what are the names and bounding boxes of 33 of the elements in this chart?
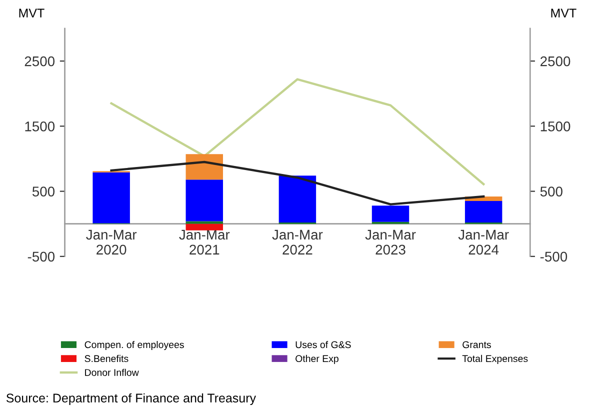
legend-label: Other Exp <box>296 354 338 364</box>
bar <box>278 176 316 223</box>
x-tick-label: Jan-Mar 2020 <box>86 230 137 255</box>
y-tick-label: 500 <box>32 186 55 196</box>
y-tick-label: 2500 <box>24 56 55 66</box>
legend-label: Compen. of employees <box>84 340 184 350</box>
legend-label: Donor Inflow <box>85 368 139 376</box>
y-axis-title: MVT <box>19 8 44 18</box>
x-tick-label: Jan-Mar 2022 <box>272 230 323 255</box>
y-tick-label: 1500 <box>25 122 55 132</box>
y2-tick-label: 500 <box>540 186 562 196</box>
legend-label: S.Benefits <box>84 354 128 362</box>
y2-tick-label: 2500 <box>540 56 570 66</box>
legend-label: Total Expenses <box>462 354 528 364</box>
line-series <box>110 78 485 186</box>
bar <box>372 206 410 222</box>
legend-label: Uses of G&S <box>296 341 351 348</box>
line-series <box>110 160 485 206</box>
x-tick-label: Jan-Mar 2023 <box>365 230 416 255</box>
y2-tick-label: 1500 <box>540 122 570 132</box>
bar <box>464 201 502 223</box>
y2-tick-label: -500 <box>540 252 568 262</box>
bar <box>186 180 223 222</box>
source-note: Source: Department of Finance and Treasury <box>6 393 256 405</box>
bar <box>186 221 223 224</box>
x-tick-label: Jan-Mar 2021 <box>179 230 230 255</box>
bar <box>92 172 130 224</box>
y2-axis-title: MVT <box>551 8 576 18</box>
y-tick-label: -500 <box>28 252 55 262</box>
x-tick-label: Jan-Mar 2024 <box>458 230 509 255</box>
bar <box>186 154 223 180</box>
legend-label: Grants <box>462 341 491 348</box>
bar <box>186 224 223 230</box>
